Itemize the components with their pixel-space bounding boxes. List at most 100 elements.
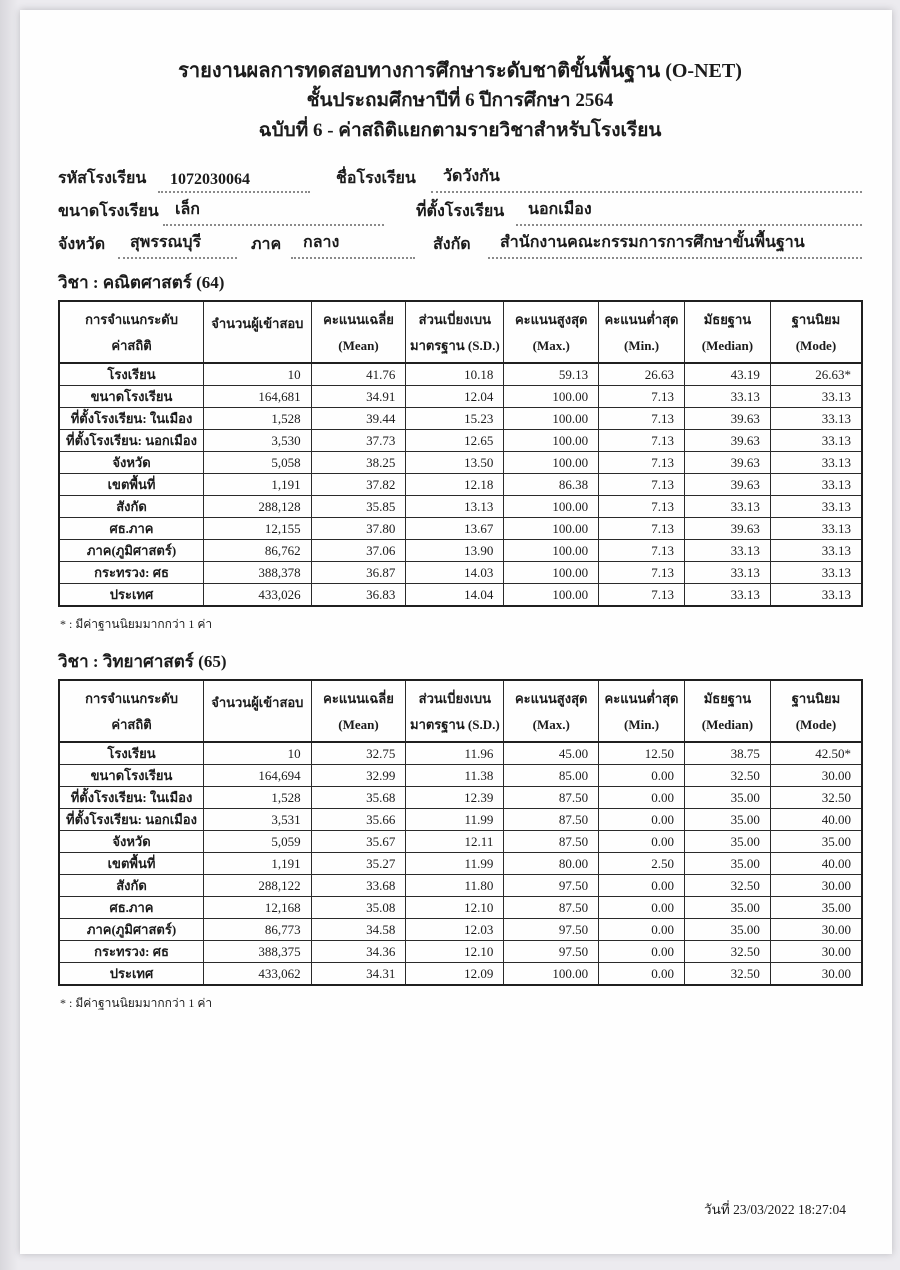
- value-cell: 11.38: [405, 764, 505, 787]
- value-cell: 100.00: [503, 407, 600, 430]
- value-cell: 39.63: [683, 429, 771, 452]
- school-name-label: ชื่อโรงเรียน: [336, 170, 416, 187]
- column-header: ส่วนเบี่ยงเบน มาตรฐาน (S.D.): [405, 679, 505, 743]
- value-cell: 7.13: [598, 429, 685, 452]
- value-cell: 3,531: [203, 808, 312, 831]
- report-title-line-2: ชั้นประถมศึกษาปีที่ 6 ปีการศึกษา 2564: [306, 90, 614, 111]
- value-cell: 433,026: [203, 583, 312, 607]
- value-cell: 37.06: [310, 539, 407, 562]
- value-cell: 35.00: [683, 918, 771, 941]
- value-cell: 11.80: [405, 874, 505, 897]
- value-cell: 7.13: [598, 539, 685, 562]
- value-cell: 7.13: [598, 517, 685, 540]
- value-cell: 33.13: [683, 561, 771, 584]
- value-cell: 32.50: [683, 764, 771, 787]
- value-cell: 33.13: [769, 451, 863, 474]
- value-cell: 7.13: [598, 583, 685, 607]
- table-row: เขตพื้นที่ 1,191 37.82 12.18 86.38 7.13 39.63 3…: [58, 473, 863, 496]
- table-row: สังกัด 288,128 35.85 13.13 100.00 7.13 33.13 33…: [58, 495, 863, 518]
- column-header: จำนวนผู้เข้าสอบ: [203, 679, 312, 743]
- value-cell: 32.50: [683, 940, 771, 963]
- table-row: โรงเรียน 10 41.76 10.18 59.13 26.63 43.19 26.63…: [58, 362, 863, 386]
- value-cell: 33.13: [769, 517, 863, 540]
- value-cell: 36.83: [310, 583, 407, 607]
- table-row: ที่ตั้งโรงเรียน: ในเมือง 1,528 35.68 12.39 8…: [58, 786, 863, 809]
- value-cell: 32.50: [683, 962, 771, 986]
- school-size-value: เล็ก: [163, 197, 384, 226]
- value-cell: 0.00: [598, 808, 685, 831]
- value-cell: 85.00: [503, 764, 600, 787]
- school-size-label: ขนาดโรงเรียน: [58, 203, 159, 220]
- value-cell: 288,128: [203, 495, 312, 518]
- value-cell: 33.13: [683, 539, 771, 562]
- region-value: กลาง: [291, 230, 415, 259]
- row-label: ที่ตั้งโรงเรียน: นอกเมือง: [58, 808, 205, 831]
- table-row: จังหวัด 5,058 38.25 13.50 100.00 7.13 39.63 33.…: [58, 451, 863, 474]
- column-header: ส่วนเบี่ยงเบน มาตรฐาน (S.D.): [405, 300, 505, 364]
- value-cell: 87.50: [503, 896, 600, 919]
- row-label: ประเทศ: [58, 583, 205, 607]
- value-cell: 35.08: [310, 896, 407, 919]
- value-cell: 0.00: [598, 786, 685, 809]
- value-cell: 41.76: [310, 362, 407, 386]
- value-cell: 37.80: [310, 517, 407, 540]
- value-cell: 35.00: [769, 896, 863, 919]
- column-header: ฐานนิยม (Mode): [769, 679, 863, 743]
- table-row: ประเทศ 433,026 36.83 14.04 100.00 7.13 33.13 33…: [58, 583, 863, 607]
- value-cell: 388,378: [203, 561, 312, 584]
- value-cell: 288,122: [203, 874, 312, 897]
- value-cell: 0.00: [598, 962, 685, 986]
- row-label: ประเทศ: [58, 962, 205, 986]
- value-cell: 12.65: [405, 429, 505, 452]
- value-cell: 12.04: [405, 385, 505, 408]
- value-cell: 37.82: [310, 473, 407, 496]
- table-row: ศธ.ภาค 12,168 35.08 12.10 87.50 0.00 35.00 35.0…: [58, 896, 863, 919]
- value-cell: 37.73: [310, 429, 407, 452]
- value-cell: 40.00: [769, 852, 863, 875]
- value-cell: 34.36: [310, 940, 407, 963]
- value-cell: 80.00: [503, 852, 600, 875]
- affiliation-label: สังกัด: [433, 236, 471, 253]
- affiliation-value: สำนักงานคณะกรรมการการศึกษาขั้นพื้นฐาน: [488, 230, 862, 259]
- value-cell: 33.13: [683, 583, 771, 607]
- value-cell: 12,168: [203, 896, 312, 919]
- table-row: ภาค(ภูมิศาสตร์) 86,762 37.06 13.90 100.00 7.1…: [58, 539, 863, 562]
- value-cell: 10.18: [405, 362, 505, 386]
- value-cell: 5,059: [203, 830, 312, 853]
- value-cell: 7.13: [598, 407, 685, 430]
- table-row: ที่ตั้งโรงเรียน: นอกเมือง 3,530 37.73 12.65…: [58, 429, 863, 452]
- value-cell: 97.50: [503, 940, 600, 963]
- statistics-table-math: การจำแนกระดับ ค่าสถิติ จำนวนผู้เข้าสอบ คะแน…: [58, 300, 863, 607]
- report-title-line-3: ฉบับที่ 6 - ค่าสถิติแยกตามรายวิชาสำหรับโ…: [258, 120, 662, 141]
- row-label: จังหวัด: [58, 451, 205, 474]
- school-info-row-2: ขนาดโรงเรียน เล็ก ที่ตั้งโรงเรียน นอกเมื…: [58, 193, 862, 226]
- value-cell: 100.00: [503, 385, 600, 408]
- column-header: การจำแนกระดับ ค่าสถิติ: [58, 300, 205, 364]
- value-cell: 30.00: [769, 940, 863, 963]
- column-header: คะแนนต่ำสุด (Min.): [598, 679, 685, 743]
- value-cell: 87.50: [503, 830, 600, 853]
- column-header: คะแนนต่ำสุด (Min.): [598, 300, 685, 364]
- value-cell: 14.04: [405, 583, 505, 607]
- value-cell: 7.13: [598, 495, 685, 518]
- row-label: สังกัด: [58, 874, 205, 897]
- value-cell: 10: [203, 741, 312, 765]
- row-label: กระทรวง: ศธ: [58, 561, 205, 584]
- subject-label-science: วิชา : วิทยาศาสตร์ (65): [58, 652, 227, 671]
- value-cell: 32.50: [683, 874, 771, 897]
- value-cell: 34.58: [310, 918, 407, 941]
- value-cell: 0.00: [598, 874, 685, 897]
- value-cell: 30.00: [769, 764, 863, 787]
- value-cell: 164,681: [203, 385, 312, 408]
- table-row: ที่ตั้งโรงเรียน: ในเมือง 1,528 39.44 15.23 1…: [58, 407, 863, 430]
- row-label: ขนาดโรงเรียน: [58, 764, 205, 787]
- table-row: ขนาดโรงเรียน 164,694 32.99 11.38 85.00 0.00 32…: [58, 764, 863, 787]
- value-cell: 35.00: [683, 896, 771, 919]
- value-cell: 12.50: [598, 741, 685, 765]
- row-label: ภาค(ภูมิศาสตร์): [58, 918, 205, 941]
- value-cell: 26.63: [598, 362, 685, 386]
- row-label: สังกัด: [58, 495, 205, 518]
- value-cell: 11.99: [405, 808, 505, 831]
- table-row: สังกัด 288,122 33.68 11.80 97.50 0.00 32.50 30.…: [58, 874, 863, 897]
- value-cell: 34.91: [310, 385, 407, 408]
